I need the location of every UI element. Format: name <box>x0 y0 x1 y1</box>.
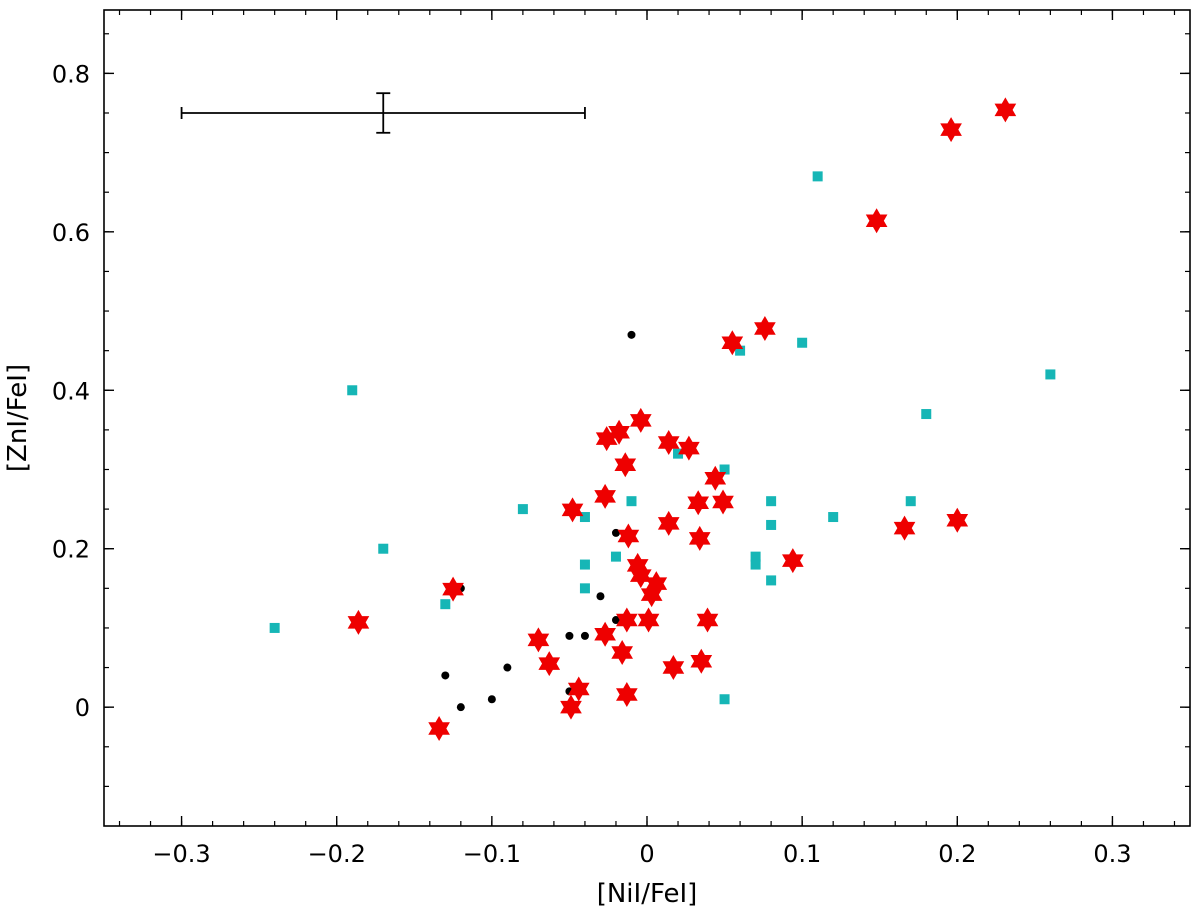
data-point-star <box>629 407 652 433</box>
data-point-star <box>662 655 685 681</box>
data-point-circle <box>627 330 636 339</box>
data-point-star <box>637 607 660 633</box>
series-circle-markers <box>441 330 636 712</box>
data-point-star <box>567 676 590 702</box>
x-tick-label: −0.3 <box>152 840 210 868</box>
x-axis-label: [NiI/FeI] <box>597 879 698 909</box>
data-point-square <box>1045 369 1056 380</box>
data-point-square <box>626 496 637 507</box>
data-point-star <box>594 621 616 647</box>
data-point-square <box>269 622 280 633</box>
data-point-square <box>610 551 621 562</box>
data-point-star <box>782 548 804 574</box>
data-point-square <box>579 512 590 523</box>
data-point-star <box>678 435 700 461</box>
data-point-star <box>696 607 719 633</box>
data-point-star <box>640 582 663 608</box>
data-point-star <box>690 648 713 674</box>
data-point-star <box>946 507 969 533</box>
data-point-star <box>704 465 727 491</box>
data-point-square <box>735 345 746 356</box>
x-tick-label: 0.2 <box>938 840 976 868</box>
data-point-star <box>754 315 776 341</box>
data-point-circle <box>456 703 465 712</box>
data-point-star <box>347 609 370 635</box>
data-point-star <box>616 681 638 707</box>
y-tick-label: 0 <box>75 694 90 722</box>
data-point-square <box>812 171 823 182</box>
data-point-star <box>616 607 638 633</box>
y-tick-label: 0.6 <box>52 219 90 247</box>
data-point-square <box>750 559 761 570</box>
data-point-square <box>921 409 932 420</box>
data-point-star <box>611 640 633 665</box>
data-point-star <box>721 330 744 356</box>
data-point-star <box>657 430 680 456</box>
data-point-circle <box>611 528 620 537</box>
data-point-square <box>766 519 777 530</box>
data-point-circle <box>487 695 496 704</box>
data-point-square <box>750 551 761 562</box>
x-tick-label: −0.2 <box>308 840 366 868</box>
data-point-square <box>719 464 730 475</box>
data-point-square <box>905 496 916 507</box>
data-point-star <box>865 208 888 234</box>
series-square-markers <box>269 171 1056 705</box>
data-point-square <box>766 575 777 586</box>
x-tick-label: 0.1 <box>783 840 821 868</box>
tick-labels: −0.3 −0.2 −0.1 0 0.1 0.2 0.3 0 0.2 0.4 0.6 0.8 <box>52 60 1132 868</box>
data-point-star <box>442 576 464 602</box>
data-point-square <box>673 448 684 459</box>
series-star-markers <box>347 97 1017 742</box>
y-tick-label: 0.8 <box>52 60 90 88</box>
data-point-star <box>629 563 652 589</box>
data-point-star <box>614 452 637 478</box>
data-point-star <box>940 117 962 143</box>
points-layer <box>269 97 1056 742</box>
data-point-square <box>347 385 358 396</box>
data-point-star <box>561 497 584 523</box>
data-point-star <box>595 426 618 452</box>
error-bar <box>180 92 586 134</box>
data-point-square <box>378 543 389 554</box>
data-point-square <box>828 512 839 523</box>
plot-frame <box>103 9 1191 827</box>
data-point-star <box>594 483 616 509</box>
data-point-square <box>517 504 528 515</box>
data-point-square <box>797 337 808 348</box>
data-point-square <box>766 496 777 507</box>
data-point-star <box>687 490 710 516</box>
data-point-star <box>428 716 450 742</box>
y-axis-label: [ZnI/FeI] <box>3 364 33 472</box>
data-point-star <box>527 627 550 653</box>
x-tick-label: 0 <box>639 840 654 868</box>
data-point-star <box>893 515 916 541</box>
x-tick-label: 0.3 <box>1093 840 1131 868</box>
major-ticks <box>104 10 1190 826</box>
data-point-star <box>657 510 680 536</box>
data-point-square <box>440 599 451 610</box>
data-point-square <box>719 694 730 705</box>
data-point-circle <box>441 671 450 680</box>
x-tick-label: −0.1 <box>463 840 521 868</box>
data-point-star <box>712 489 734 515</box>
data-point-star <box>560 694 582 720</box>
y-tick-label: 0.2 <box>52 536 90 564</box>
data-point-circle <box>580 631 589 640</box>
y-tick-label: 0.4 <box>52 377 90 405</box>
data-point-square <box>579 559 590 570</box>
data-point-star <box>994 97 1017 123</box>
data-point-circle <box>503 663 512 672</box>
data-point-circle <box>611 616 620 625</box>
data-point-star <box>617 523 640 549</box>
data-point-square <box>579 583 590 594</box>
data-point-star <box>688 525 711 551</box>
data-point-circle <box>596 592 605 601</box>
data-point-circle <box>565 631 574 640</box>
data-point-star <box>538 651 561 677</box>
